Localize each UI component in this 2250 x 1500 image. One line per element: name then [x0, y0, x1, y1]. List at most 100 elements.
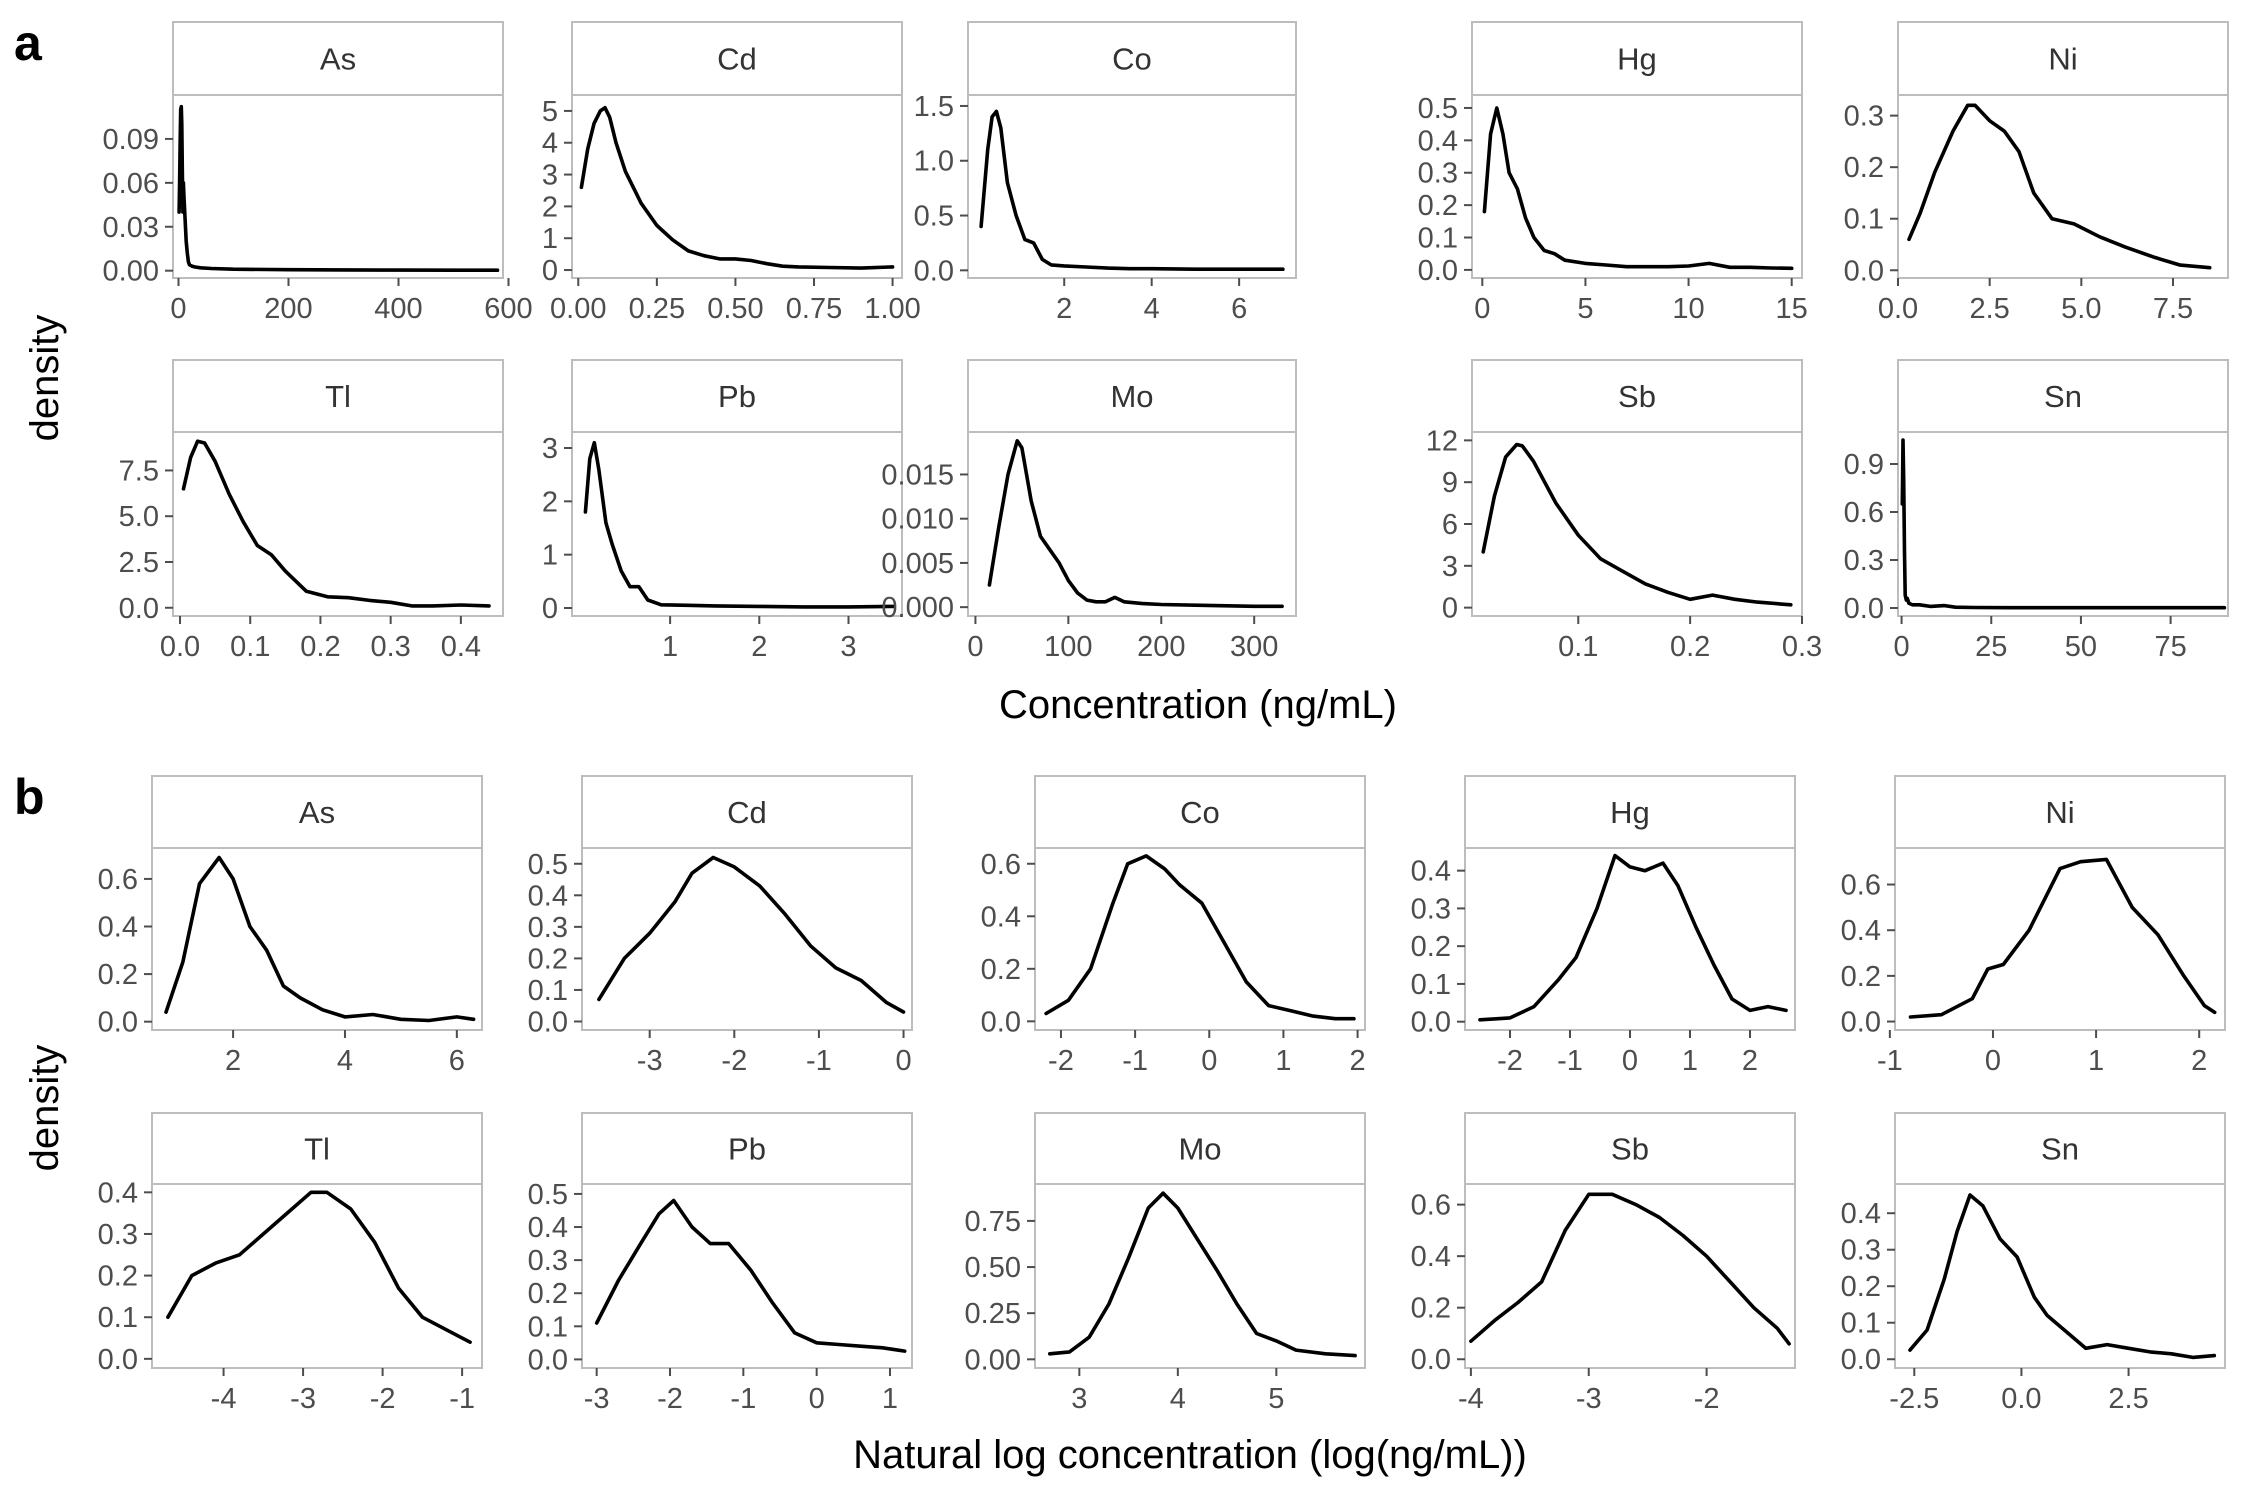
x-tick-label: -2: [721, 1045, 747, 1077]
y-tick-label: 0.2: [528, 1278, 568, 1310]
y-tick-label: 0.3: [1844, 101, 1884, 133]
density-line: [1469, 1192, 1791, 1346]
x-tick-label: 0.0: [160, 631, 200, 663]
y-tick-label: 0.3: [1844, 545, 1884, 577]
x-tick-label: 2: [751, 631, 767, 663]
x-tick-label: 0.75: [786, 293, 842, 325]
facet-pb: Pb 1 2 3 0 1 2 3: [542, 359, 903, 663]
y-tick-label: 0.0: [981, 1006, 1021, 1038]
x-tick-label: -1: [1877, 1045, 1903, 1077]
y-tick-label: 3: [1442, 551, 1458, 583]
x-tick-label: 0.1: [230, 631, 270, 663]
facet-strip: [1471, 21, 1803, 96]
x-tick-label: 0.2: [1670, 631, 1710, 663]
x-tick-label: 5.0: [2061, 293, 2101, 325]
facet-frame: [967, 431, 1297, 617]
x-tick-label: 1: [662, 631, 678, 663]
y-tick-label: 6: [1442, 509, 1458, 541]
y-tick-label: 0.5: [528, 849, 568, 881]
x-tick-label: 2: [1742, 1045, 1758, 1077]
y-tick-label: 0.0: [1841, 1007, 1881, 1039]
y-tick-label: 0.010: [881, 504, 954, 536]
panel-b-y-title: density: [23, 1045, 67, 1172]
y-tick-label: 0.0: [1418, 255, 1458, 287]
x-tick-label: -2: [1497, 1045, 1523, 1077]
x-tick-label: 0.3: [1782, 631, 1822, 663]
facet-frame: [1894, 847, 2226, 1031]
y-tick-label: 0.0: [528, 1006, 568, 1038]
y-tick-label: 0.6: [1411, 1190, 1451, 1222]
x-tick-label: 0.50: [707, 293, 763, 325]
y-tick-label: 0: [542, 593, 558, 625]
y-tick-label: 0.6: [1841, 870, 1881, 902]
facet-frame: [571, 431, 903, 617]
x-tick-label: 6: [449, 1045, 465, 1077]
x-tick-label: -1: [730, 1383, 756, 1415]
x-tick-label: 2.5: [1970, 293, 2010, 325]
x-tick-label: 0: [1622, 1045, 1638, 1077]
y-tick-label: 0.2: [528, 943, 568, 975]
y-tick-label: 0.0: [1411, 1007, 1451, 1039]
facet-strip: [571, 21, 903, 96]
y-tick-label: 0.2: [98, 959, 138, 991]
facet-strip: [967, 21, 1297, 96]
x-tick-label: 1: [882, 1383, 898, 1415]
y-tick-label: 0.3: [1418, 158, 1458, 190]
facet-strip-label: Cd: [717, 42, 757, 77]
facet-frame: [172, 94, 504, 279]
density-line: [1908, 857, 2217, 1019]
x-tick-label: 0: [1985, 1045, 2001, 1077]
facet-frame: [1464, 847, 1796, 1031]
facet-strip: [1897, 359, 2229, 433]
y-tick-label: 12: [1426, 425, 1458, 457]
density-line: [1900, 438, 2227, 610]
density-line: [1044, 854, 1356, 1021]
panel-b-x-title: Natural log concentration (log(ng/mL)): [853, 1433, 1527, 1477]
facet-frame: [1464, 1183, 1796, 1369]
x-tick-label: 0: [170, 293, 186, 325]
density-line: [583, 440, 895, 609]
x-tick-label: 0: [809, 1383, 825, 1415]
facet-strip: [151, 775, 483, 849]
facet-strip-label: Sb: [1611, 1132, 1649, 1167]
y-tick-label: 0.0: [98, 1344, 138, 1376]
facet-frame: [151, 847, 483, 1031]
facet-frame: [967, 94, 1297, 279]
y-tick-label: 0.2: [981, 954, 1021, 986]
facet-strip-label: Sn: [2044, 379, 2082, 414]
y-tick-label: 1: [542, 223, 558, 255]
facet-strip-label: Mo: [1178, 1132, 1221, 1167]
facet-strip-label: Sn: [2041, 1132, 2079, 1167]
x-tick-label: 0: [1474, 293, 1490, 325]
density-line: [1482, 106, 1794, 271]
density-line: [579, 105, 895, 270]
facet-strip: [172, 359, 504, 433]
panel-b-tag: b: [14, 769, 45, 825]
facet-strip-label: Ni: [2048, 42, 2077, 77]
x-tick-label: 0: [895, 1045, 911, 1077]
facet-frame: [1471, 431, 1803, 617]
x-tick-label: 50: [2065, 631, 2097, 663]
facet-strip-label: As: [320, 42, 356, 77]
facet-sn: Sn-2.5 0.0 2.50.00.10.20.30.4: [1841, 1112, 2226, 1415]
x-tick-label: 0.4: [441, 631, 481, 663]
x-tick-label: 2: [1056, 293, 1072, 325]
x-tick-label: -2: [370, 1383, 396, 1415]
y-tick-label: 0.75: [965, 1206, 1021, 1238]
y-tick-label: 0.4: [98, 912, 138, 944]
y-tick-label: 0.2: [1411, 931, 1451, 963]
facet-frame: [1034, 1183, 1366, 1369]
x-tick-label: 4: [1170, 1383, 1186, 1415]
x-tick-label: -4: [211, 1383, 237, 1415]
x-tick-label: 2.5: [2108, 1383, 2148, 1415]
x-tick-label: -3: [1576, 1383, 1602, 1415]
y-tick-label: 3: [542, 433, 558, 465]
y-tick-label: 0.0: [1844, 255, 1884, 287]
y-tick-label: 0.3: [98, 1219, 138, 1251]
facet-sb: Sb 0.1 0.2 0.3 0 3 6 9 12: [1426, 359, 1822, 663]
y-tick-label: 0.2: [1418, 190, 1458, 222]
x-tick-label: 0: [967, 631, 983, 663]
y-tick-label: 0.1: [98, 1302, 138, 1334]
x-tick-label: 0.0: [1878, 293, 1918, 325]
